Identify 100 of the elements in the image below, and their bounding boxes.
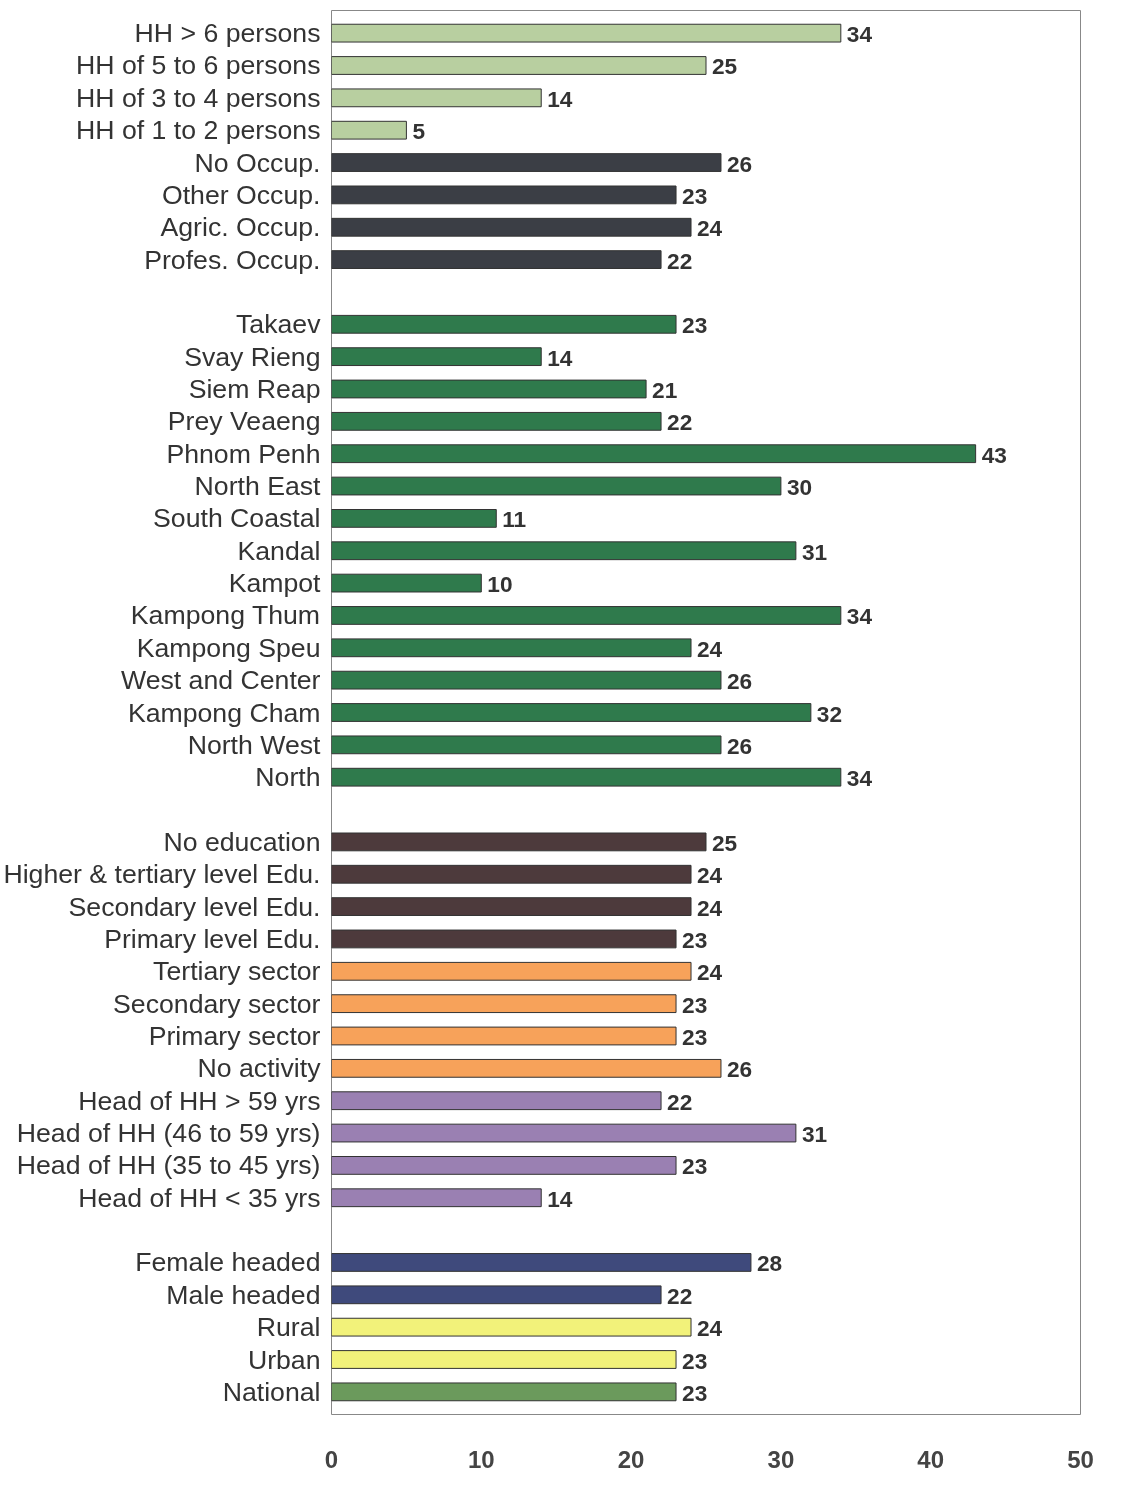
data-label: 24	[697, 862, 723, 889]
bar	[331, 703, 812, 722]
data-label: 34	[846, 21, 873, 48]
bar	[331, 1317, 692, 1337]
bar	[331, 314, 677, 334]
bar	[331, 832, 707, 852]
y-tick-label: Other Occup.	[161, 179, 321, 210]
data-label: 26	[726, 150, 753, 177]
y-tick-label: No activity	[197, 1053, 322, 1084]
bar	[331, 541, 797, 561]
data-label: 24	[697, 215, 723, 242]
y-tick-label: South Coastal	[153, 503, 321, 534]
data-label: 14	[547, 85, 573, 112]
data-label: 23	[682, 1153, 708, 1180]
y-tick-label: Male headed	[166, 1279, 321, 1310]
data-label: 24	[697, 1315, 723, 1342]
data-label: 23	[682, 991, 708, 1018]
x-tick-label: 30	[767, 1445, 795, 1473]
data-label: 32	[816, 700, 843, 727]
bar	[331, 1188, 542, 1208]
data-label: 34	[846, 603, 873, 630]
y-tick-label: West and Center	[120, 665, 321, 696]
data-label: 11	[502, 506, 527, 533]
x-tick-label: 0	[324, 1445, 339, 1473]
bar	[331, 250, 662, 269]
data-label: 5	[412, 118, 426, 145]
y-tick-label: Profes. Occup.	[144, 244, 321, 275]
y-tick-label: Head of HH (46 to 59 yrs)	[16, 1118, 321, 1149]
bar	[331, 638, 692, 658]
y-tick-label: Kampot	[228, 568, 322, 599]
bar	[331, 961, 692, 981]
y-tick-label: North West	[187, 729, 322, 760]
data-label: 24	[697, 894, 723, 921]
bar	[331, 56, 707, 75]
data-label: 26	[726, 668, 753, 695]
bar	[331, 444, 977, 464]
y-tick-label: Secondary level Edu.	[68, 891, 321, 922]
bar	[331, 929, 677, 949]
y-tick-label: Primary sector	[148, 1021, 321, 1051]
bar	[331, 217, 692, 237]
bar	[331, 864, 692, 884]
data-label: 24	[697, 635, 723, 662]
y-tick-label: Head of HH > 59 yrs	[78, 1085, 321, 1116]
bar	[331, 120, 407, 140]
y-tick-label: HH of 1 to 2 persons	[76, 115, 321, 146]
bar	[331, 1058, 722, 1078]
data-label: 22	[667, 1088, 693, 1115]
data-label: 14	[547, 344, 573, 371]
bar	[331, 185, 677, 205]
data-label: 14	[547, 1185, 573, 1212]
y-tick-label: HH of 3 to 4 persons	[76, 82, 321, 113]
y-tick-label: National	[222, 1376, 321, 1407]
bar	[331, 606, 842, 625]
x-tick-label: 40	[917, 1445, 945, 1473]
data-label: 24	[697, 959, 723, 986]
y-tick-label: Kampong Thum	[130, 600, 321, 631]
bar	[331, 379, 647, 399]
y-tick-label: Prey Veaeng	[167, 406, 321, 437]
y-tick-label: Siem Reap	[188, 374, 321, 404]
bar	[331, 670, 722, 690]
bar	[331, 411, 662, 431]
y-tick-label: North East	[194, 471, 322, 502]
x-tick-label: 50	[1067, 1445, 1094, 1473]
data-label: 25	[712, 53, 738, 80]
bar	[331, 897, 692, 916]
data-label: 22	[667, 247, 693, 274]
data-label: 21	[652, 377, 678, 403]
bar	[331, 735, 722, 755]
y-tick-label: Takaev	[236, 309, 322, 340]
x-tick-label: 20	[617, 1445, 645, 1473]
y-tick-label: Phnom Penh	[166, 438, 321, 469]
y-tick-label: Agric. Occup.	[160, 212, 321, 243]
bar	[331, 573, 482, 593]
y-tick-label: No Occup.	[194, 147, 321, 178]
data-label: 22	[667, 1282, 693, 1309]
bar	[331, 153, 722, 172]
data-label: 23	[682, 926, 708, 953]
y-tick-label: Higher & tertiary level Edu.	[3, 859, 321, 890]
data-label: 23	[682, 1024, 708, 1050]
y-tick-label: North	[255, 762, 321, 793]
y-tick-label: Svay Rieng	[184, 341, 321, 372]
y-tick-label: Secondary sector	[113, 988, 321, 1019]
y-tick-label: Kampong Cham	[127, 697, 321, 728]
bar	[331, 1350, 677, 1369]
bar	[331, 1382, 677, 1402]
x-tick-label: 10	[467, 1445, 495, 1473]
data-label: 26	[726, 732, 753, 759]
data-label: 23	[682, 312, 708, 339]
y-tick-label: Kandal	[237, 535, 321, 566]
y-tick-label: Kampong Speu	[136, 632, 321, 663]
y-tick-label: Tertiary sector	[153, 956, 321, 987]
y-tick-label: HH of 5 to 6 persons	[76, 50, 321, 81]
bar	[331, 1285, 662, 1305]
data-label: 30	[786, 474, 813, 501]
bar	[331, 1123, 797, 1143]
bar	[331, 1253, 752, 1272]
bar	[331, 1091, 662, 1111]
data-label: 23	[682, 1347, 708, 1374]
bar	[331, 88, 542, 108]
bar	[331, 994, 677, 1014]
